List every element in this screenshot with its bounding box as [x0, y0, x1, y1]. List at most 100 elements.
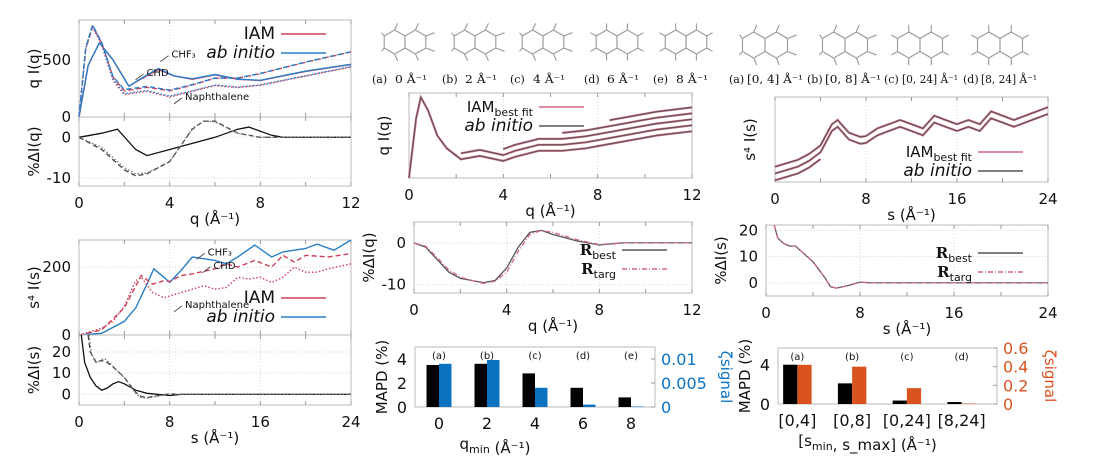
molecule-structure-right [891, 24, 949, 66]
x-tick-label: 16 [251, 413, 270, 431]
molecule-structure-mid [381, 23, 435, 61]
x-axis-label: s (Å⁻¹) [883, 319, 931, 338]
legend-label: Rbest [936, 244, 973, 265]
series-iam-best-fit [407, 94, 693, 179]
x-tick-label: 8 [593, 186, 603, 204]
y-tick-label: 0 [748, 274, 758, 292]
y-tick-label: 10 [52, 364, 71, 382]
bar-label: (d) [576, 351, 590, 362]
legend-label: Rbest [580, 241, 617, 262]
bar-mapd [837, 383, 853, 404]
legend-label: ab initio [206, 307, 275, 327]
series-chd [87, 334, 351, 399]
x-tick-label: 8 [861, 190, 871, 208]
c-h-bond [867, 34, 877, 40]
legend-label: ab initio [464, 116, 533, 136]
annotation-label: CHF₃ [208, 247, 232, 258]
molecule-structure-mid [519, 23, 573, 61]
x-tick-label: 8 [256, 194, 266, 212]
x-tick-label: 0 [409, 301, 419, 319]
c-h-bond [590, 32, 597, 37]
ring [404, 29, 427, 55]
c-h-bond [753, 57, 758, 66]
x-tick-label: 6 [578, 414, 588, 433]
series-ab-initio [460, 124, 693, 156]
series-naphthalene-ab-initio [78, 23, 352, 118]
ring [616, 29, 639, 55]
series-chf3-ab-initio [78, 239, 352, 336]
c-h-bond [659, 47, 666, 52]
y2-tick-label: 0.4 [1003, 358, 1028, 377]
bar-mapd [522, 373, 535, 407]
c-h-bond [971, 34, 978, 39]
y2-tick-label: 0.005 [661, 374, 707, 393]
y-tick-label: 20 [52, 343, 71, 361]
c-h-bond [495, 47, 505, 52]
c-h-bond [738, 34, 743, 39]
x-axis-label: [smin, s_max] (Å⁻¹) [798, 432, 936, 455]
molecule-label: (b) [807, 73, 823, 86]
y2-axis-label: ζsignal [717, 351, 735, 404]
x-tick-label: 0 [434, 414, 444, 433]
y-tick-label: 500 [42, 51, 71, 69]
molecule-value: [8, 24] Å⁻¹ [981, 72, 1037, 86]
bar-zeta-signal [535, 387, 548, 407]
molecule-value: [0, 24] Å⁻¹ [902, 72, 958, 86]
series-r_targ [773, 224, 1048, 289]
annotation-arrow [160, 55, 169, 62]
legend-label: IAM [244, 288, 275, 308]
x-tick-label: 24 [1038, 304, 1057, 322]
series-r_best [413, 229, 692, 284]
y-axis-label: s⁴ I(s) [741, 118, 759, 161]
molecule-structure-mid [659, 23, 713, 61]
y-axis-label: q I(q) [375, 116, 393, 156]
y-axis-label: s⁴ I(s) [25, 266, 43, 309]
bar-label: (b) [480, 351, 494, 362]
x-tick-label: 2 [482, 414, 492, 433]
annotation-label: CHD [146, 68, 169, 79]
legend-label: ab initio [206, 43, 275, 63]
molecule-structure-mid [451, 23, 505, 61]
y2-tick-label: 0 [661, 398, 671, 417]
c-h-bond [659, 32, 666, 37]
c-h-bond [394, 53, 399, 61]
c-h-bond [394, 23, 399, 31]
c-h-bond [891, 34, 898, 39]
molecule-structure-right [818, 24, 877, 66]
c-h-bond [855, 57, 860, 66]
bar-zeta-signal [487, 359, 500, 407]
x-tick-label: 0 [74, 413, 84, 431]
legend-label: IAM [244, 24, 275, 44]
series-ab-initio [609, 106, 693, 121]
molecule-label: (d) [963, 73, 979, 86]
c-h-bond [787, 50, 797, 56]
annotation-label: Naphthalene [185, 300, 249, 311]
molecule-value: [0, 4] Å⁻¹ [747, 72, 803, 86]
bar-mapd [474, 363, 487, 407]
y-tick-label: 4 [397, 350, 407, 369]
molecule-structure-right [971, 24, 1029, 66]
series-naphthalene [88, 334, 351, 399]
c-h-bond [484, 53, 489, 61]
x-tick-label: 12 [341, 194, 360, 212]
bar-zeta-signal [906, 388, 922, 404]
y-tick-label: 0 [396, 234, 406, 252]
ring [999, 31, 1024, 59]
y-tick-label: 20 [739, 221, 758, 239]
c-h-bond [552, 53, 557, 61]
series-ab-initio [774, 158, 821, 181]
x-axis-label: s (Å⁻¹) [887, 205, 935, 224]
bar-zeta-signal [583, 404, 596, 407]
bar-label: (e) [624, 351, 638, 362]
annotation-label: Naphthalene [185, 92, 249, 103]
molecule-value: 8 Å⁻¹ [676, 72, 708, 86]
c-h-bond [519, 32, 523, 37]
c-h-bond [381, 47, 385, 52]
annotation-label: CHF₃ [171, 50, 195, 61]
series-naphthalene-iam [78, 263, 352, 336]
x-tick-label: 8 [165, 413, 175, 431]
c-h-bond [425, 47, 435, 52]
